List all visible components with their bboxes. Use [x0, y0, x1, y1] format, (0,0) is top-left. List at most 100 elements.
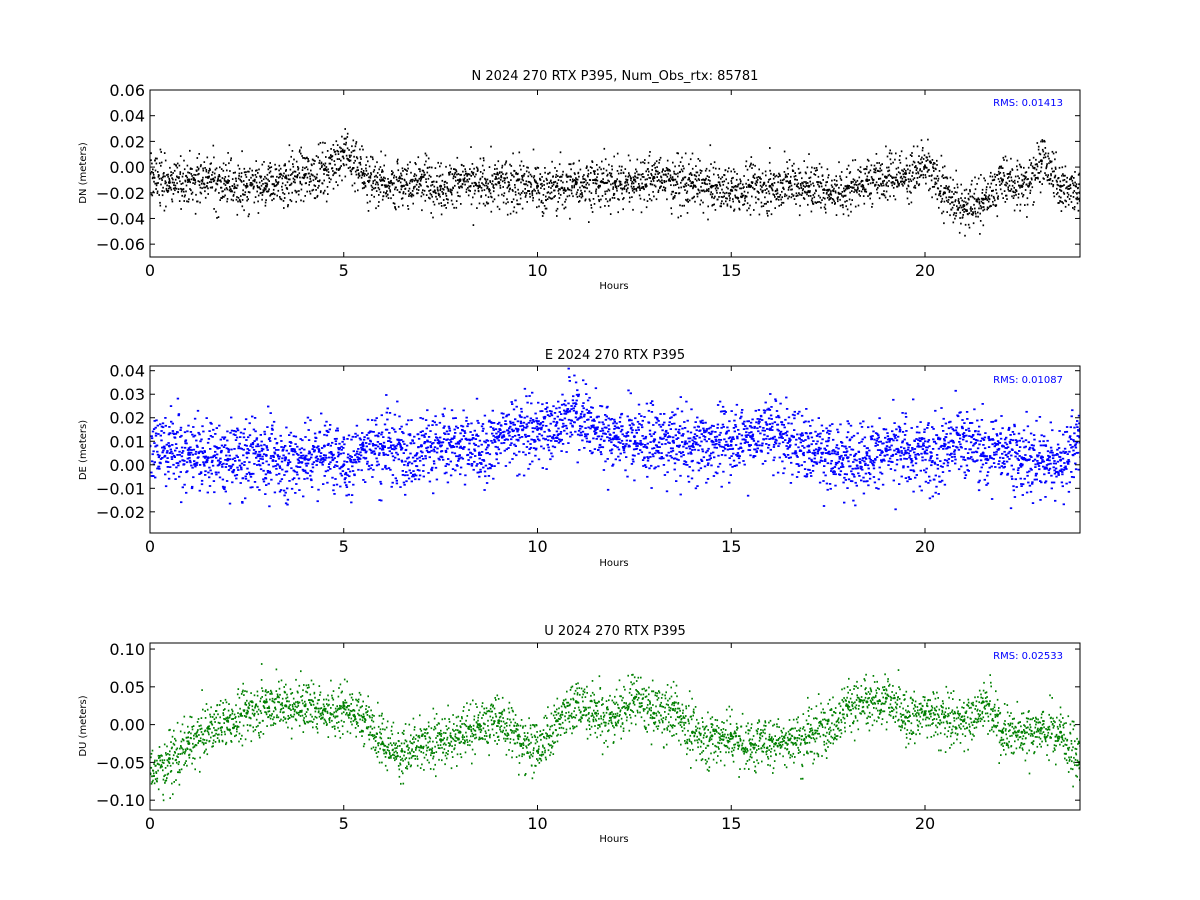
east-data-point [342, 452, 345, 455]
north-data-point [492, 186, 494, 188]
north-data-point [453, 206, 455, 209]
north-data-point [564, 200, 566, 203]
north-data-point [797, 186, 799, 188]
north-data-point [969, 208, 972, 210]
north-data-point [278, 169, 280, 172]
north-data-point [968, 198, 970, 201]
north-data-point [970, 213, 973, 216]
east-data-point [398, 415, 401, 418]
east-data-point [427, 436, 431, 438]
north-data-point [158, 174, 160, 177]
north-data-point [578, 175, 580, 178]
north-data-point [825, 181, 827, 184]
north-data-point [257, 172, 259, 174]
north-data-point [683, 167, 685, 170]
north-data-point [957, 207, 959, 209]
north-data-point [457, 195, 459, 197]
north-data-point [598, 199, 600, 201]
north-data-point [1002, 156, 1005, 159]
north-data-point [299, 180, 301, 183]
east-data-point [416, 457, 419, 460]
north-data-point [252, 187, 255, 190]
north-data-point [157, 182, 159, 184]
east-data-point [277, 455, 280, 458]
north-data-point [631, 182, 633, 185]
north-data-point [853, 179, 856, 182]
north-data-point [946, 211, 948, 213]
north-data-point [992, 189, 994, 192]
north-data-point [435, 192, 437, 195]
north-data-point [455, 169, 457, 171]
east-data-point [185, 491, 188, 494]
north-data-point [1073, 206, 1076, 208]
north-data-point [488, 188, 490, 190]
east-data-point [162, 431, 166, 434]
north-x-tick-label: 15 [721, 261, 741, 280]
north-data-point [981, 206, 983, 209]
north-data-point [691, 174, 693, 176]
east-data-point [251, 442, 255, 444]
north-data-point [972, 211, 974, 213]
north-data-point [822, 179, 824, 181]
north-data-point [920, 158, 922, 161]
north-data-point [764, 189, 766, 191]
north-data-point [891, 177, 894, 179]
east-data-point [422, 434, 426, 437]
north-data-point [973, 203, 975, 206]
north-data-point [524, 196, 527, 198]
north-data-point [327, 193, 329, 195]
north-data-point [285, 174, 287, 177]
north-data-point [170, 171, 172, 173]
east-data-point [231, 471, 235, 474]
north-data-point [958, 201, 960, 204]
north-data-point [290, 182, 293, 185]
north-data-point [589, 166, 592, 168]
north-data-point [632, 182, 635, 185]
north-data-point [939, 190, 942, 193]
east-data-point [312, 450, 316, 453]
north-data-point [870, 164, 873, 167]
north-data-point [400, 174, 403, 177]
north-data-point [967, 223, 970, 226]
north-data-point [584, 199, 586, 202]
north-data-point [368, 181, 370, 184]
north-data-point [355, 141, 358, 143]
north-data-point [456, 156, 459, 159]
east-data-point [446, 481, 450, 484]
north-data-point [529, 195, 531, 198]
north-data-point [730, 206, 732, 209]
east-data-point [365, 442, 368, 444]
north-data-point [450, 191, 453, 194]
north-data-point [844, 194, 847, 197]
east-data-point [325, 420, 328, 423]
east-data-point [268, 437, 271, 439]
north-data-point [245, 171, 247, 173]
north-data-point [348, 154, 351, 157]
north-data-point [349, 166, 351, 169]
east-data-point [434, 433, 437, 436]
north-data-point [963, 200, 965, 203]
north-data-point [560, 179, 562, 182]
north-data-point [645, 170, 647, 173]
north-data-point [370, 184, 373, 187]
north-data-point [1018, 184, 1021, 187]
north-data-point [307, 160, 310, 162]
east-data-point [458, 457, 461, 460]
north-data-point [993, 178, 996, 181]
north-data-point [556, 170, 558, 172]
north-data-point [425, 194, 428, 196]
north-data-point [693, 195, 695, 198]
east-data-point [329, 468, 332, 470]
east-data-point [174, 449, 177, 452]
north-y-tick-label: 0.02 [109, 132, 145, 151]
north-data-point [635, 189, 638, 192]
east-data-point [400, 425, 403, 428]
north-data-point [786, 167, 789, 170]
north-data-point [1059, 200, 1062, 203]
north-data-point [584, 198, 587, 201]
north-data-point [274, 193, 276, 196]
north-data-point [511, 201, 513, 203]
north-data-point [599, 206, 602, 209]
north-data-point [357, 189, 359, 192]
north-data-point [160, 164, 162, 167]
